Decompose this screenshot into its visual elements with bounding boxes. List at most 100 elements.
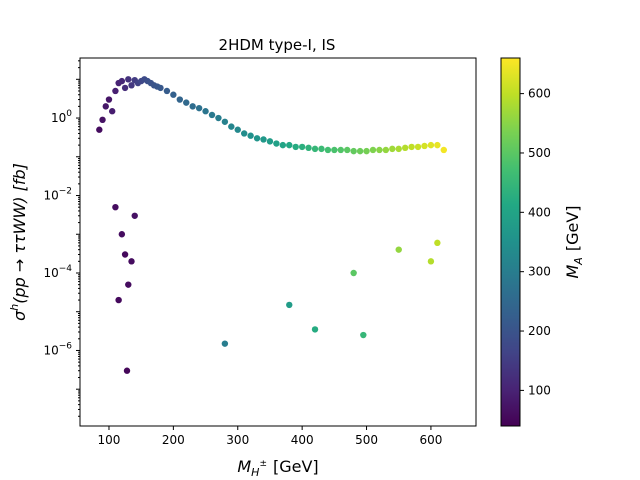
scatter-point (408, 143, 415, 151)
scatter-point (112, 203, 119, 211)
y-label-body: (pp → ττWW) [fb] (10, 163, 29, 304)
scatter-point (427, 141, 435, 149)
scatter-point (96, 126, 103, 133)
scatter-point (401, 144, 409, 152)
chart-title: 2HDM type-I, IS (219, 36, 336, 54)
scatter-point (157, 84, 164, 92)
colorbar-tick-label: 600 (528, 87, 551, 101)
y-label-sup: h (8, 304, 21, 311)
colorbar-tick-label: 200 (528, 324, 551, 338)
scatter-point (221, 118, 229, 125)
y-tick-label: 10−6 (43, 341, 72, 357)
scatter-point (208, 111, 216, 119)
scatter-point (286, 301, 293, 309)
scatter-point (395, 246, 402, 253)
scatter-point (118, 77, 126, 85)
colorbar-ticks: 100 200 300 400 500 600 (520, 87, 551, 397)
scatter-point (298, 143, 306, 151)
scatter-point (382, 146, 390, 154)
scatter-point (286, 141, 293, 149)
scatter-point (125, 76, 132, 83)
scatter-point (118, 231, 126, 238)
y-label-sigma: σ (10, 310, 29, 321)
scatter-point (350, 147, 357, 155)
x-tick-label: 600 (419, 433, 442, 447)
scatter-point (202, 108, 209, 115)
scatter-point (112, 87, 119, 95)
x-label-unit: [GeV] (273, 457, 319, 476)
scatter-point (356, 147, 364, 155)
x-tick-label: 300 (226, 433, 249, 447)
scatter-point (125, 281, 132, 288)
colorbar (500, 57, 521, 427)
x-label-sub: H (251, 466, 259, 479)
colorbar-label-sub: A (572, 257, 585, 266)
colorbar-label-unit: [GeV] (563, 205, 582, 251)
scatter-point (318, 145, 325, 153)
colorbar-tick-label: 400 (528, 205, 551, 219)
y-tick-label: 10−4 (43, 264, 72, 280)
scatter-point (121, 251, 129, 258)
scatter-point (434, 141, 441, 149)
scatter-point (434, 239, 441, 247)
scatter-point (253, 135, 261, 142)
scatter-point (123, 367, 131, 374)
scatter-point (221, 340, 229, 347)
scatter-point (324, 146, 332, 154)
scatter-point (350, 269, 357, 277)
scatter-point (311, 326, 319, 333)
x-axis-label: MH± [GeV] (237, 457, 318, 479)
scatter-point (170, 91, 177, 98)
colorbar-label: MA [GeV] (563, 205, 585, 278)
plot-frame (79, 57, 477, 427)
colorbar-label-main: M (563, 265, 582, 279)
scatter-point (266, 138, 274, 145)
scatter-point (369, 146, 377, 154)
scatter-point (279, 141, 287, 149)
scatter-point (128, 82, 135, 89)
scatter-point (395, 145, 402, 153)
scatter-point (331, 146, 338, 154)
scatter-point (337, 146, 344, 154)
scatter-point (273, 140, 280, 147)
scatter-point (234, 126, 241, 133)
x-tick-label: 400 (291, 433, 314, 447)
scatter-point (363, 147, 370, 155)
scatter-points (96, 76, 448, 374)
scatter-point (163, 87, 171, 95)
scatter-point (344, 146, 351, 154)
scatter-point (389, 145, 396, 153)
x-tick-label: 500 (355, 433, 378, 447)
scatter-point (215, 114, 222, 122)
scatter-point (99, 116, 106, 124)
scatter-point (105, 96, 113, 103)
scatter-point (189, 103, 196, 110)
scatter-point (360, 331, 367, 339)
y-tick-label: 10−2 (43, 187, 72, 203)
y-axis-ticks: 100 10−2 10−4 10−6 (43, 60, 80, 417)
scatter-point (247, 132, 254, 139)
y-axis-label: σh(pp → ττWW) [fb] (8, 163, 29, 321)
scatter-point (292, 143, 299, 151)
scatter-point (228, 123, 235, 130)
scatter-point (102, 103, 109, 110)
scatter-point (240, 130, 248, 137)
colorbar-tick-label: 100 (528, 383, 551, 397)
scatter-point (440, 146, 448, 154)
scatter-point (128, 258, 135, 265)
scatter-point (121, 84, 129, 92)
scatter-point (421, 142, 428, 150)
scatter-point (195, 104, 203, 112)
scatter-point (115, 296, 122, 304)
scatter-point (427, 258, 435, 265)
x-tick-label: 200 (162, 433, 185, 447)
scatter-point (311, 145, 319, 153)
scatter-point (305, 144, 312, 152)
scatter-point (414, 143, 422, 151)
scatter-point (260, 136, 267, 143)
x-label-sup: ± (259, 459, 267, 469)
x-axis-ticks: 100 200 300 400 500 600 (98, 426, 442, 447)
scatter-point (183, 99, 190, 106)
y-tick-label: 100 (51, 109, 72, 125)
